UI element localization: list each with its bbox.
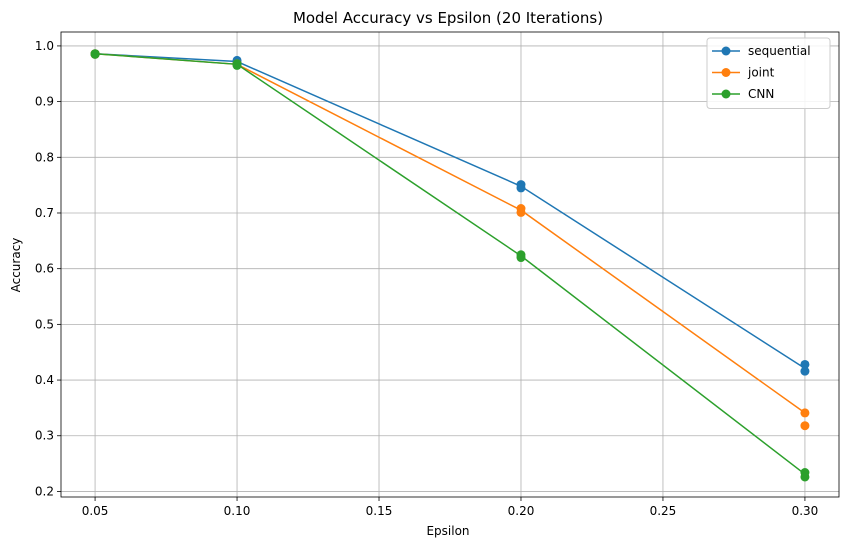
x-tick-label: 0.30 — [792, 504, 819, 518]
y-tick-label: 0.6 — [35, 262, 54, 276]
series-line-sequential — [95, 52, 806, 369]
y-tick-label: 0.4 — [35, 373, 54, 387]
x-tick-label: 0.20 — [508, 504, 535, 518]
y-tick-label: 0.9 — [35, 95, 54, 109]
data-point-joint — [800, 421, 810, 431]
legend-label: joint — [747, 66, 775, 80]
series-layer — [90, 49, 810, 482]
y-axis-ticks: 0.2 0.3 0.4 0.5 0.6 0.7 0.8 0.9 1.0 — [35, 39, 61, 498]
chart-title: Model Accuracy vs Epsilon (20 Iterations… — [293, 9, 603, 27]
series-line-joint — [95, 52, 806, 414]
legend-marker — [721, 89, 731, 99]
y-tick-label: 0.2 — [35, 484, 54, 498]
y-tick-label: 0.8 — [35, 150, 54, 164]
y-axis-label: Accuracy — [9, 238, 23, 293]
x-tick-label: 0.05 — [82, 504, 109, 518]
legend: sequential joint CNN — [706, 37, 831, 109]
x-tick-label: 0.10 — [224, 504, 251, 518]
series-sequential — [90, 49, 810, 376]
data-point-sequential — [516, 183, 526, 193]
data-point-sequential — [800, 359, 810, 369]
data-point-cnn — [90, 49, 100, 59]
legend-item-joint: joint — [712, 66, 775, 80]
plot-frame — [60, 31, 840, 498]
y-tick-label: 0.7 — [35, 206, 54, 220]
x-axis-ticks: 0.05 0.10 0.15 0.20 0.25 0.30 — [82, 497, 819, 518]
series-joint — [90, 49, 810, 431]
y-tick-label: 0.3 — [35, 429, 54, 443]
legend-item-sequential: sequential — [712, 44, 811, 58]
legend-label: CNN — [748, 87, 774, 101]
data-point-joint — [516, 207, 526, 217]
x-tick-label: 0.15 — [366, 504, 393, 518]
series-line-cnn — [95, 52, 806, 475]
data-point-cnn — [232, 60, 242, 70]
y-tick-label: 0.5 — [35, 317, 54, 331]
data-point-cnn — [516, 253, 526, 263]
legend-marker — [721, 68, 731, 77]
legend-item-cnn: CNN — [712, 87, 774, 101]
x-axis-label: Epsilon — [426, 524, 469, 538]
data-point-cnn — [800, 472, 810, 482]
series-cnn — [90, 49, 810, 482]
data-point-joint — [800, 408, 810, 418]
legend-box — [706, 37, 831, 109]
data-point-sequential — [800, 366, 810, 376]
legend-label: sequential — [748, 44, 811, 58]
legend-marker — [721, 46, 731, 56]
y-tick-label: 1.0 — [35, 39, 54, 53]
x-tick-label: 0.25 — [650, 504, 677, 518]
